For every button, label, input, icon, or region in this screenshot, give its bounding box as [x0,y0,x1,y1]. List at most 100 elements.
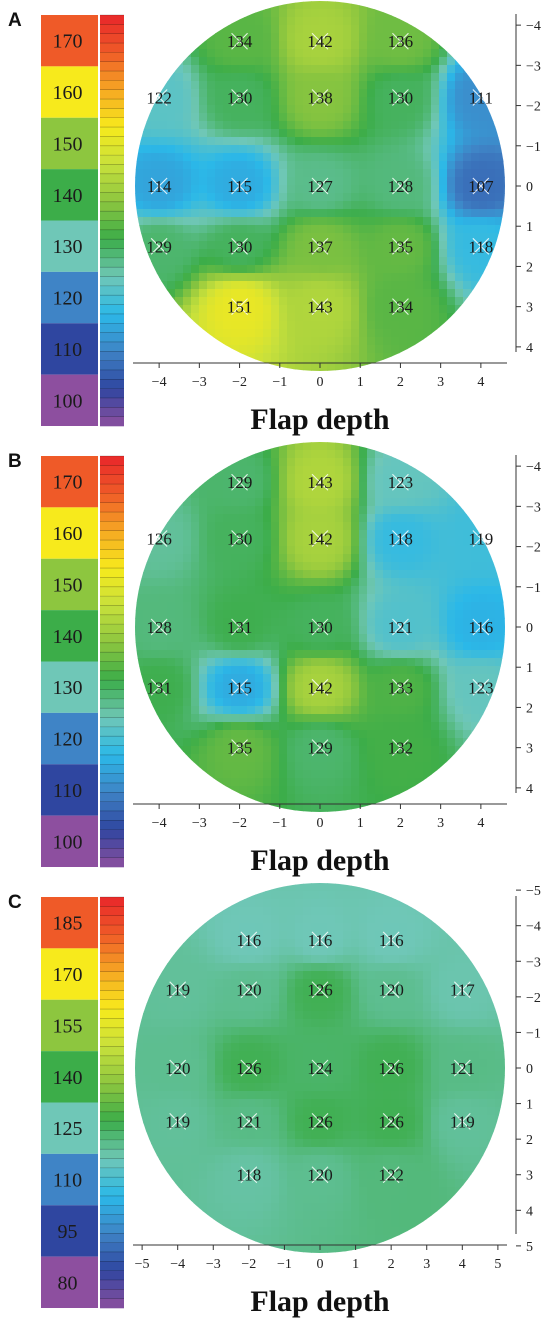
heat-cell [183,586,192,595]
heat-cell [287,610,296,619]
panel-a: A 170 160 150 140 130 120 110 100 134 142 136 122 13… [0,0,555,441]
heat-cell [175,1163,184,1172]
heat-cell [255,786,264,795]
heat-cell [303,474,312,483]
heat-cell [415,97,424,106]
heat-cell [231,1043,240,1052]
heat-cell [319,9,328,18]
colorbar-strip-cell [100,33,124,44]
heat-cell [183,177,192,186]
colorbar-strip-cell [100,276,124,287]
heat-cell [463,714,472,723]
point-value-label: 116 [468,618,493,637]
heat-cell [287,1043,296,1052]
heat-cell [159,987,168,996]
heat-cell [271,891,280,900]
heat-cell [311,666,320,675]
heat-cell [279,578,288,587]
heat-cell [351,1,360,10]
heat-cell [471,209,480,218]
heat-cell [191,746,200,755]
heat-cell [287,522,296,531]
heat-cell [375,618,384,627]
heat-cell [175,177,184,186]
heat-cell [207,145,216,154]
heat-cell [207,730,216,739]
heat-cell [175,682,184,691]
heat-cell [255,490,264,499]
heat-cell [415,538,424,547]
heat-cell [311,361,320,370]
heat-cell [247,618,256,627]
heat-cell [167,963,176,972]
heat-cell [383,706,392,715]
heat-cell [351,786,360,795]
heat-cell [311,105,320,114]
heat-cell [183,1035,192,1044]
heat-cell [271,1235,280,1244]
heat-cell [263,666,272,675]
heat-cell [287,698,296,707]
heat-cell [247,963,256,972]
colorbar-label: 150 [53,133,83,155]
heat-cell [367,650,376,659]
heat-cell [463,698,472,707]
heat-cell [311,129,320,138]
heat-cell [151,570,160,579]
heat-cell [375,570,384,579]
heat-cell [223,979,232,988]
heat-cell [343,706,352,715]
heat-cell [375,113,384,122]
heat-cell [191,522,200,531]
heat-cell [263,1075,272,1084]
heat-cell [439,618,448,627]
heat-cell [295,786,304,795]
heat-cell [263,1011,272,1020]
heat-cell [359,233,368,242]
heat-cell [159,289,168,298]
heat-cell [215,907,224,916]
heat-cell [311,241,320,250]
heat-cell [423,337,432,346]
heat-cell [199,714,208,723]
heat-cell [183,1131,192,1140]
measurement-point: 130 [227,237,253,256]
heat-cell [255,201,264,210]
heat-cell [367,770,376,779]
heat-cell [431,241,440,250]
heat-cell [367,794,376,803]
heat-cell [311,802,320,811]
heat-cell [207,987,216,996]
heat-cell [239,169,248,178]
heat-cell [239,217,248,226]
heat-cell [479,714,488,723]
colorbar-label: 140 [53,1067,83,1089]
heat-cell [175,1123,184,1132]
colorbar-block [41,1256,98,1308]
measurement-point: 130 [307,618,333,637]
heat-cell [263,1131,272,1140]
heat-cell [159,1003,168,1012]
heat-cell [215,1171,224,1180]
measurement-point: 115 [227,177,252,196]
heat-cell [231,506,240,515]
heat-cell [423,626,432,635]
heat-cell [167,586,176,595]
heat-cell [135,1123,144,1132]
heat-cell [431,594,440,603]
point-cross-mark [392,177,409,195]
heat-cell [375,89,384,98]
heat-cell [215,1003,224,1012]
heat-cell [479,690,488,699]
heat-cell [303,810,312,812]
heat-cell [391,698,400,707]
heat-cell [295,369,304,371]
heat-cell [207,1123,216,1132]
heat-cell [303,626,312,635]
heat-cell [495,113,504,122]
heat-cell [207,955,216,964]
heat-cell [215,81,224,90]
heat-cell [135,1099,144,1108]
heat-cell [255,1099,264,1108]
heat-cell [407,514,416,523]
